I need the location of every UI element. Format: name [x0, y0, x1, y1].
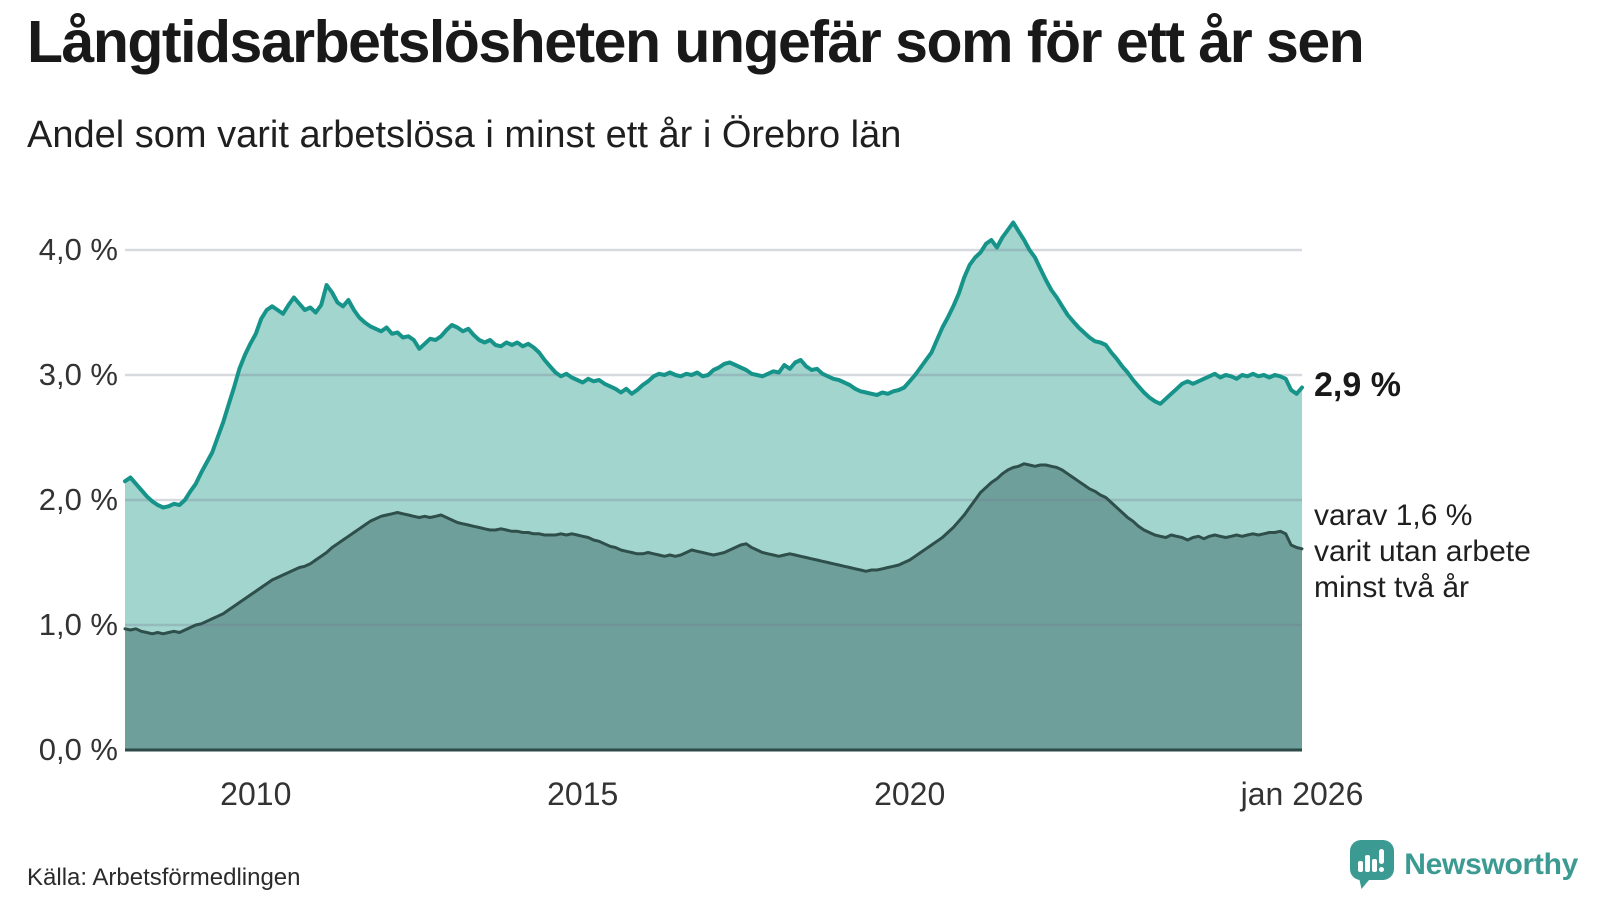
- source-note: Källa: Arbetsförmedlingen: [27, 864, 301, 891]
- annotation-subseries-line1: varav 1,6 %: [1314, 499, 1473, 532]
- annotation-subseries-line2: varit utan arbete: [1314, 535, 1531, 568]
- y-tick-label: 1,0 %: [38, 607, 118, 642]
- x-tick-label: 2015: [547, 776, 619, 812]
- chart-subtitle: Andel som varit arbetslösa i minst ett å…: [27, 114, 902, 156]
- newsworthy-wordmark: Newsworthy: [1404, 847, 1578, 881]
- annotation-subseries: varav 1,6 % varit utan arbete minst två …: [1314, 498, 1531, 606]
- x-tick-label: 2010: [220, 776, 292, 812]
- y-tick-label: 3,0 %: [38, 357, 118, 392]
- annotation-subseries-line3: minst två år: [1314, 571, 1470, 604]
- y-tick-label: 4,0 %: [38, 232, 118, 267]
- annotation-latest-value: 2,9 %: [1314, 366, 1401, 404]
- x-tick-label: 2020: [874, 776, 946, 812]
- newsworthy-logo: Newsworthy: [1350, 840, 1578, 889]
- y-tick-label: 0,0 %: [38, 732, 118, 767]
- chart-title: Långtidsarbetslösheten ungefär som för e…: [27, 9, 1365, 75]
- newsworthy-bubble-icon: [1350, 840, 1395, 889]
- x-tick-label: jan 2026: [1240, 776, 1364, 812]
- y-tick-label: 2,0 %: [38, 482, 118, 517]
